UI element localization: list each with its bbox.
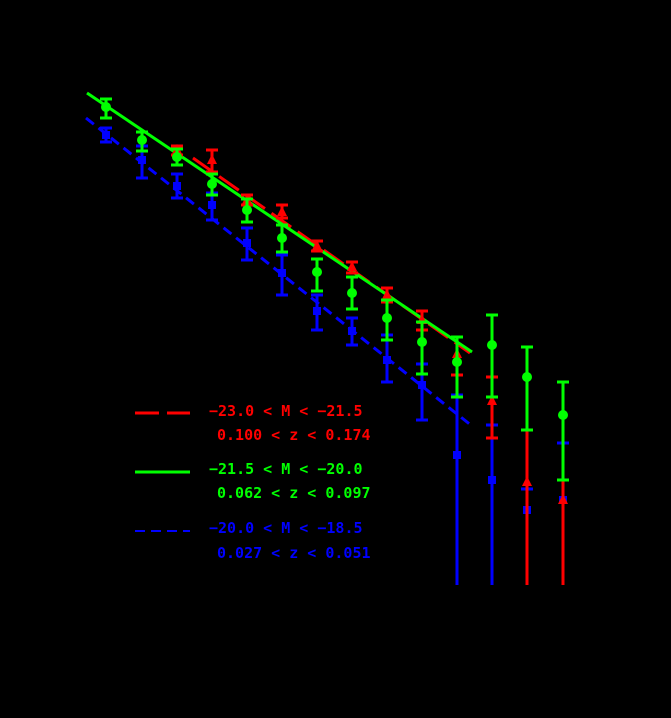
data-point [311, 239, 323, 253]
data-point [346, 316, 358, 347]
data-point [311, 293, 323, 332]
legend-label-blue-mag: −20.0 < M < −18.5 [209, 519, 363, 537]
data-point [100, 97, 112, 120]
data-point [171, 147, 183, 167]
data-point [206, 172, 218, 197]
data-point [276, 253, 288, 297]
data-point [381, 298, 393, 342]
legend-entry-red: −23.0 < M < −21.5 0.100 < z < 0.174 [135, 402, 371, 444]
legend-label-red-z: 0.100 < z < 0.174 [217, 426, 371, 444]
legend-label-green-mag: −21.5 < M < −20.0 [209, 460, 363, 478]
data-point [241, 226, 253, 262]
legend-label-blue-z: 0.027 < z < 0.051 [217, 544, 371, 562]
data-point [171, 172, 183, 200]
legend-label-green-z: 0.062 < z < 0.097 [217, 484, 371, 502]
data-point [311, 257, 323, 293]
data-point [346, 275, 358, 311]
legend-entry-green: −21.5 < M < −20.0 0.062 < z < 0.097 [135, 460, 371, 502]
data-point [276, 203, 288, 220]
legend-label-red-mag: −23.0 < M < −21.5 [209, 402, 363, 420]
data-point [276, 223, 288, 254]
data-point [451, 335, 463, 399]
data-point [521, 345, 533, 432]
data-point [416, 320, 428, 376]
legend: −23.0 < M < −21.5 0.100 < z < 0.174 −21.… [135, 402, 371, 562]
data-point [100, 126, 112, 144]
fit-line-0 [192, 156, 471, 355]
data-point [136, 130, 148, 153]
fit-line-1 [86, 91, 473, 354]
data-point [346, 260, 358, 275]
data-point [557, 380, 569, 482]
data-points [100, 97, 569, 585]
data-point [241, 197, 253, 224]
data-point [486, 313, 498, 399]
data-point [206, 148, 218, 174]
legend-entry-blue: −20.0 < M < −18.5 0.027 < z < 0.051 [135, 519, 371, 562]
